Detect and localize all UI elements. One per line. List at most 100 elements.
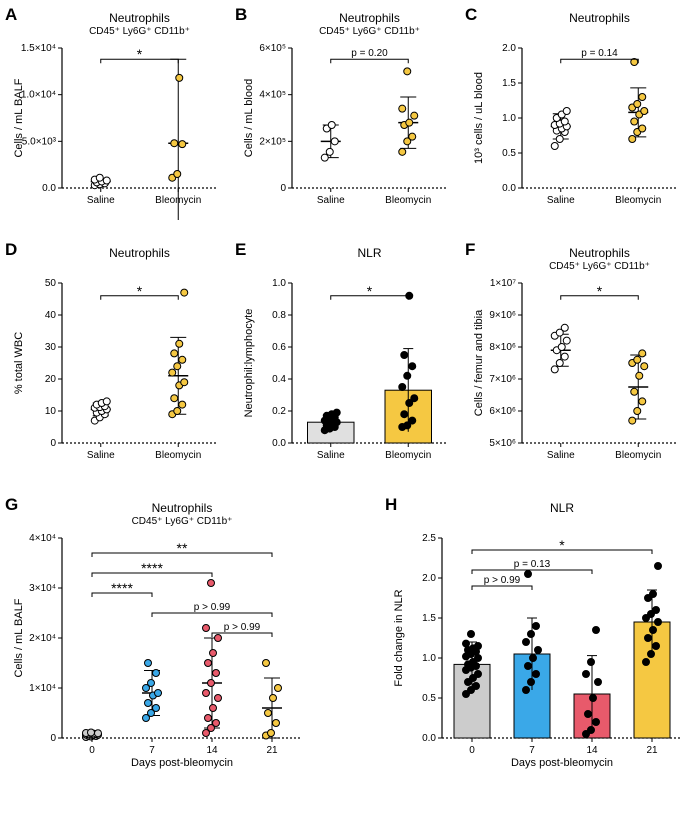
svg-text:5.0×10³: 5.0×10³ (22, 136, 57, 147)
data-point (181, 379, 188, 386)
svg-text:2.0: 2.0 (422, 573, 436, 584)
svg-text:Neutrophils: Neutrophils (109, 11, 170, 25)
svg-text:p > 0.99: p > 0.99 (194, 602, 231, 613)
data-point (203, 690, 210, 697)
data-point (473, 683, 480, 690)
svg-text:*: * (137, 283, 143, 299)
panel-G: GNeutrophilsCD45⁺ Ly6G⁺ CD11b⁺01×10⁴2×10… (10, 500, 310, 770)
data-point (210, 650, 217, 657)
data-point (645, 635, 652, 642)
data-point (631, 388, 638, 395)
data-point (636, 372, 643, 379)
panel-letter: G (5, 495, 18, 515)
bottom-row: GNeutrophilsCD45⁺ Ly6G⁺ CD11b⁺01×10⁴2×10… (10, 500, 685, 770)
data-point (468, 631, 475, 638)
svg-text:NLR: NLR (357, 246, 381, 260)
svg-text:1×10⁷: 1×10⁷ (490, 278, 517, 289)
svg-text:2×10⁵: 2×10⁵ (259, 136, 286, 147)
svg-text:6×10⁶: 6×10⁶ (489, 406, 516, 417)
panel-letter: B (235, 5, 247, 25)
svg-text:*: * (367, 283, 373, 299)
data-point (404, 68, 411, 75)
data-point (631, 118, 638, 125)
data-point (153, 705, 160, 712)
svg-text:Neutrophils: Neutrophils (339, 11, 400, 25)
svg-text:*: * (597, 283, 603, 299)
data-point (205, 660, 212, 667)
data-point (561, 324, 568, 331)
data-point (463, 640, 470, 647)
data-point (528, 631, 535, 638)
svg-text:0: 0 (469, 745, 475, 756)
data-point (328, 122, 335, 129)
data-point (588, 659, 595, 666)
svg-text:CD45⁺ Ly6G⁺ CD11b⁺: CD45⁺ Ly6G⁺ CD11b⁺ (132, 516, 233, 527)
svg-text:9×10⁶: 9×10⁶ (489, 310, 516, 321)
data-point (145, 660, 152, 667)
data-point (411, 112, 418, 119)
data-point (409, 363, 416, 370)
data-point (215, 695, 222, 702)
svg-text:1.0: 1.0 (272, 278, 286, 289)
svg-text:****: **** (141, 560, 163, 576)
svg-text:7×10⁶: 7×10⁶ (489, 374, 516, 385)
data-point (523, 687, 530, 694)
data-point (268, 730, 275, 737)
svg-text:10: 10 (45, 406, 57, 417)
data-point (171, 395, 178, 402)
data-point (171, 350, 178, 357)
data-point (411, 395, 418, 402)
svg-text:2×10⁴: 2×10⁴ (29, 633, 56, 644)
data-point (333, 409, 340, 416)
data-point (96, 174, 103, 181)
panel-C: CNeutrophils0.00.51.01.52.010³ cells / u… (470, 10, 685, 220)
data-point (655, 619, 662, 626)
svg-text:Bleomycin: Bleomycin (615, 450, 661, 461)
data-point (523, 639, 530, 646)
svg-text:21: 21 (646, 745, 658, 756)
data-point (639, 94, 646, 101)
data-point (641, 108, 648, 115)
data-point (270, 695, 277, 702)
data-point (208, 580, 215, 587)
data-point (533, 671, 540, 678)
data-point (171, 140, 178, 147)
svg-text:NLR: NLR (550, 501, 574, 515)
data-point (399, 148, 406, 155)
svg-text:Cells / mL BALF: Cells / mL BALF (13, 78, 25, 157)
data-point (263, 660, 270, 667)
data-point (176, 340, 183, 347)
svg-text:Days post-bleomycin: Days post-bleomycin (131, 757, 233, 769)
data-point (213, 720, 220, 727)
data-point (643, 659, 650, 666)
svg-text:10³ cells / uL blood: 10³ cells / uL blood (473, 72, 485, 164)
data-point (530, 655, 537, 662)
svg-text:Saline: Saline (547, 450, 575, 461)
svg-text:1×10⁴: 1×10⁴ (29, 683, 56, 694)
svg-text:p > 0.99: p > 0.99 (224, 622, 261, 633)
svg-text:50: 50 (45, 278, 57, 289)
data-point (215, 635, 222, 642)
data-point (181, 289, 188, 296)
svg-text:% total WBC: % total WBC (13, 332, 25, 394)
panel-D: DNeutrophils01020304050% total WBCSaline… (10, 245, 225, 475)
svg-text:0.0: 0.0 (272, 438, 286, 449)
data-point (551, 366, 558, 373)
data-point (634, 356, 641, 363)
svg-text:5×10⁶: 5×10⁶ (489, 438, 516, 449)
panel-H: HNLR0.00.51.01.52.02.5Fold change in NLR… (390, 500, 688, 770)
svg-text:6×10⁵: 6×10⁵ (259, 43, 286, 54)
svg-text:Saline: Saline (87, 195, 115, 206)
svg-text:14: 14 (206, 745, 218, 756)
data-point (634, 101, 641, 108)
data-point (95, 730, 102, 737)
panel-F: FNeutrophilsCD45⁺ Ly6G⁺ CD11b⁺5×10⁶6×10⁶… (470, 245, 685, 475)
svg-text:Saline: Saline (317, 195, 345, 206)
data-point (629, 136, 636, 143)
svg-text:Neutrophils: Neutrophils (569, 11, 630, 25)
svg-text:Saline: Saline (317, 450, 345, 461)
data-point (174, 363, 181, 370)
data-point (653, 643, 660, 650)
svg-text:1.0×10⁴: 1.0×10⁴ (21, 90, 56, 101)
data-point (148, 680, 155, 687)
